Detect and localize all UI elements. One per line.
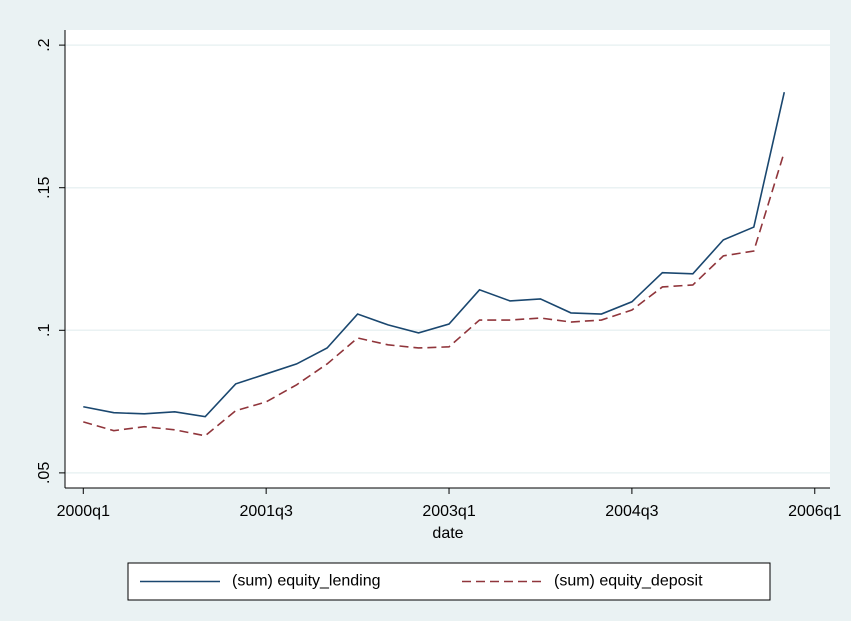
y-tick-label: .05: [36, 462, 53, 484]
x-tick-label: 2000q1: [57, 503, 110, 520]
x-tick-label: 2006q1: [788, 503, 841, 520]
legend-label: (sum) equity_lending: [232, 573, 381, 590]
y-tick-label: .15: [36, 176, 53, 198]
x-axis-title: date: [432, 525, 463, 542]
x-tick-label: 2003q1: [422, 503, 475, 520]
legend-box: [127, 562, 771, 601]
legend-label: (sum) equity_deposit: [554, 573, 703, 590]
plot-area: [65, 30, 830, 488]
x-tick-label: 2001q3: [239, 503, 292, 520]
series-line: [83, 91, 786, 418]
series-line: [83, 151, 786, 437]
y-tick-label: .2: [36, 38, 53, 51]
x-tick-label: 2004q3: [605, 503, 658, 520]
y-tick-label: .1: [36, 324, 53, 337]
